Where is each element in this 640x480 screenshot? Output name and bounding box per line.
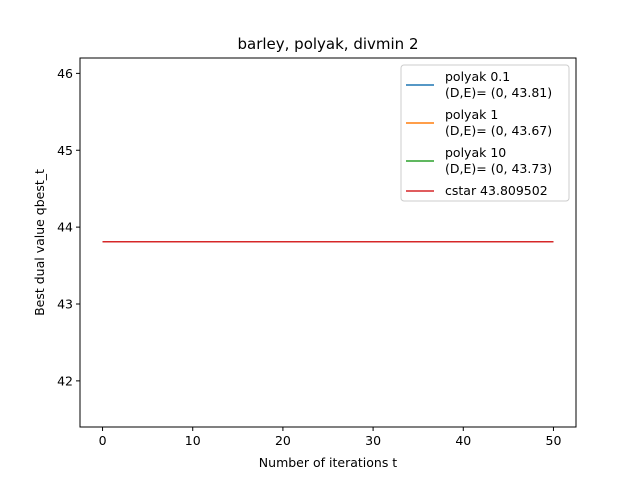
legend: polyak 0.1(D,E)= (0, 43.81)polyak 1(D,E)… — [400, 64, 570, 202]
plot-frame — [79, 57, 577, 428]
legend-label-0: polyak 0.1 — [445, 69, 510, 84]
legend-box — [400, 64, 570, 202]
legend-sublabel-0: (D,E)= (0, 43.81) — [445, 85, 552, 100]
y-axis: 42 43 44 45 46 — [57, 66, 80, 388]
chart-title: barley, polyak, divmin 2 — [237, 35, 418, 53]
x-tick-label: 0 — [99, 433, 107, 448]
y-tick-label: 44 — [57, 220, 73, 235]
x-tick-label: 20 — [275, 433, 291, 448]
y-tick-label: 43 — [57, 297, 73, 312]
y-tick-label: 42 — [57, 373, 73, 388]
y-tick-label: 45 — [57, 143, 73, 158]
y-tick-label: 46 — [57, 66, 73, 81]
x-tick-label: 40 — [455, 433, 471, 448]
legend-sublabel-2: (D,E)= (0, 43.73) — [445, 161, 552, 176]
x-axis: 0 10 20 30 40 50 — [99, 427, 562, 448]
x-axis-label: Number of iterations t — [259, 455, 398, 470]
x-tick-label: 30 — [365, 433, 381, 448]
legend-label-2: polyak 10 — [445, 145, 506, 160]
x-tick-label: 50 — [546, 433, 562, 448]
legend-label-1: polyak 1 — [445, 107, 498, 122]
x-tick-label: 10 — [185, 433, 201, 448]
legend-label-3: cstar 43.809502 — [445, 183, 548, 198]
legend-sublabel-1: (D,E)= (0, 43.67) — [445, 123, 552, 138]
y-axis-label: Best dual value qbest_t — [32, 169, 47, 316]
